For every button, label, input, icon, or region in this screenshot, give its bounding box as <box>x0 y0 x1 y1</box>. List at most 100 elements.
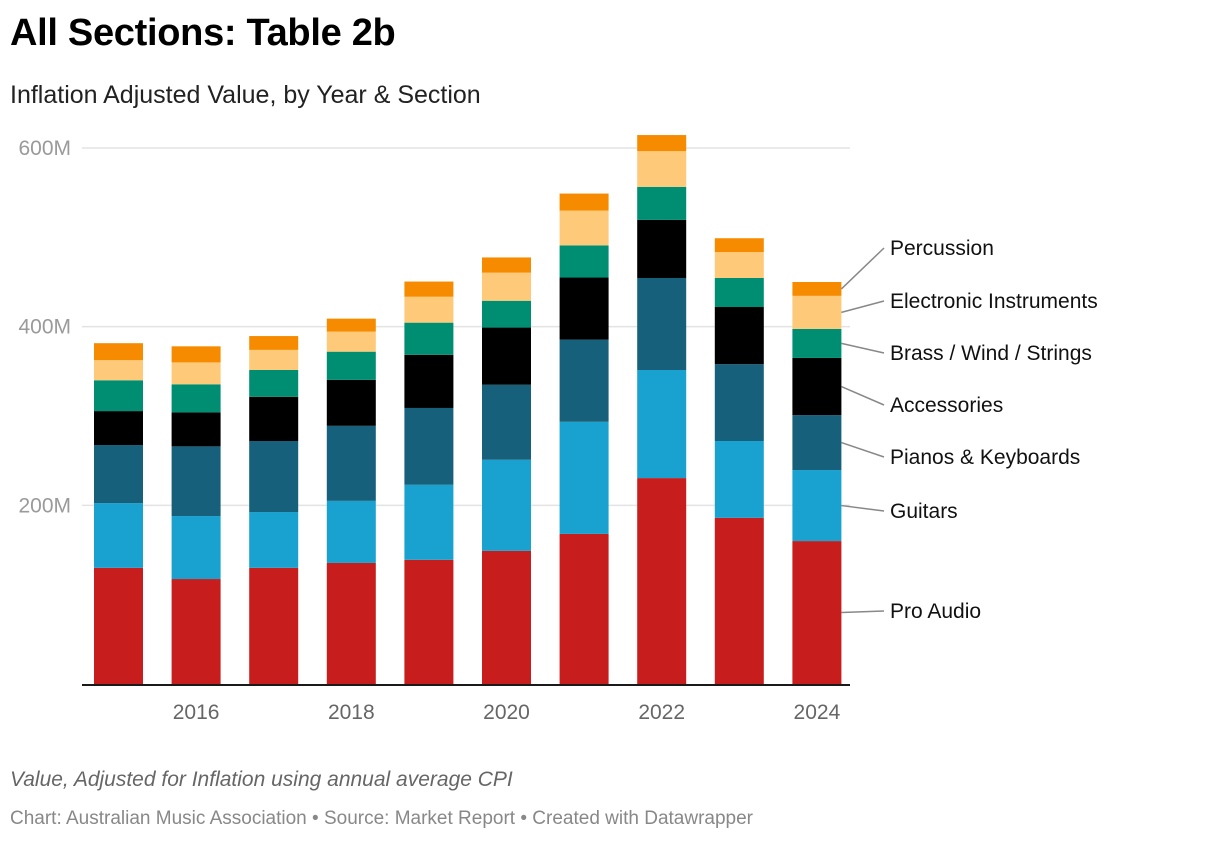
chart-title: All Sections: Table 2b <box>10 12 396 54</box>
leader-line <box>841 385 885 406</box>
leader-line <box>841 342 885 354</box>
chart-subtitle: Inflation Adjusted Value, by Year & Sect… <box>10 81 481 109</box>
bar-segment-brass-wind-strings <box>714 277 764 308</box>
bar-segment-percussion <box>326 318 376 332</box>
bar-segment-percussion <box>404 281 454 297</box>
bar-segment-brass-wind-strings <box>404 322 454 355</box>
bar-segment-pro-audio <box>404 559 454 684</box>
bar-segment-accessories <box>714 307 764 365</box>
bar-segment-pro-audio <box>792 541 842 684</box>
bar-segment-pianos-keyboards <box>326 425 376 501</box>
bar-stack-2020 <box>482 257 531 684</box>
bar-segment-brass-wind-strings <box>249 369 299 397</box>
chart-notes: Value, Adjusted for Inflation using annu… <box>10 768 513 791</box>
series-label-percussion: Percussion <box>890 237 994 260</box>
x-tick-label: 2016 <box>173 701 220 724</box>
bar-segment-brass-wind-strings <box>94 380 143 412</box>
bar-segment-pianos-keyboards <box>404 407 454 485</box>
bar-segment-pro-audio <box>326 562 376 684</box>
bar-segment-guitars <box>171 516 221 580</box>
bar-stack-2017 <box>249 336 299 684</box>
bar-segment-accessories <box>249 396 299 442</box>
bar-segment-guitars <box>637 369 687 479</box>
leader-line <box>840 247 885 290</box>
series-label-pro-audio: Pro Audio <box>890 600 981 623</box>
x-tick-label: 2018 <box>328 701 375 724</box>
bar-segment-accessories <box>171 412 221 447</box>
bar-segment-brass-wind-strings <box>559 245 609 278</box>
bar-stack-2024 <box>792 282 842 684</box>
bar-segment-brass-wind-strings <box>637 186 687 220</box>
bar-segment-guitars <box>714 441 764 518</box>
bar-segment-accessories <box>326 379 376 426</box>
bar-segment-electronic-instruments <box>249 349 299 370</box>
bar-stack-2018 <box>326 318 376 684</box>
bar-segment-percussion <box>559 193 609 211</box>
bar-segment-electronic-instruments <box>404 296 454 323</box>
x-axis-ticks: 2016 2018 2020 2022 2024 <box>173 701 841 724</box>
bar-segment-pianos-keyboards <box>792 415 842 471</box>
bar-segment-pro-audio <box>249 567 299 684</box>
bar-segment-pianos-keyboards <box>482 384 531 460</box>
bar-segment-pianos-keyboards <box>171 446 221 517</box>
bar-segment-percussion <box>94 343 143 361</box>
bar-segment-percussion <box>171 346 221 363</box>
bar-segment-electronic-instruments <box>792 295 842 329</box>
bar-stack-2023 <box>714 238 764 684</box>
bar-segment-electronic-instruments <box>637 151 687 187</box>
bar-segment-pianos-keyboards <box>714 364 764 442</box>
x-tick-label: 2022 <box>638 701 685 724</box>
bar-segment-guitars <box>559 421 609 534</box>
bar-segment-pianos-keyboards <box>94 445 143 504</box>
bar-segment-pro-audio <box>559 533 609 684</box>
bar-segment-accessories <box>792 357 842 416</box>
bars <box>94 135 842 684</box>
bar-segment-electronic-instruments <box>559 210 609 246</box>
bar-segment-electronic-instruments <box>94 360 143 381</box>
bar-segment-electronic-instruments <box>326 331 376 352</box>
bar-segment-pro-audio <box>482 550 531 684</box>
bar-segment-accessories <box>94 411 143 446</box>
x-tick-label: 2020 <box>483 701 530 724</box>
bar-segment-pianos-keyboards <box>637 277 687 370</box>
bar-segment-percussion <box>792 282 842 296</box>
bar-segment-guitars <box>404 484 454 560</box>
y-tick-label: 600M <box>18 137 71 160</box>
leader-line <box>841 441 885 458</box>
bar-segment-accessories <box>559 277 609 340</box>
bar-stack-2021 <box>559 193 609 684</box>
series-labels: Pro Audio Guitars Pianos & Keyboards Access… <box>840 237 1098 623</box>
bar-stack-2015 <box>94 343 143 684</box>
bar-segment-brass-wind-strings <box>326 351 376 380</box>
bar-segment-pianos-keyboards <box>249 441 299 513</box>
bar-segment-brass-wind-strings <box>792 328 842 358</box>
leader-line <box>841 300 885 314</box>
bar-segment-electronic-instruments <box>482 272 531 301</box>
series-label-brass-wind-strings: Brass / Wind / Strings <box>890 342 1092 365</box>
bar-segment-guitars <box>249 512 299 568</box>
chart-byline: Chart: Australian Music Association • So… <box>10 808 754 829</box>
bar-stack-2022 <box>637 135 687 684</box>
bar-segment-pro-audio <box>637 478 687 684</box>
bar-segment-accessories <box>482 327 531 385</box>
series-label-electronic-instruments: Electronic Instruments <box>890 290 1098 313</box>
bar-segment-pianos-keyboards <box>559 339 609 422</box>
bar-segment-guitars <box>326 500 376 563</box>
bar-segment-percussion <box>637 135 687 152</box>
bar-segment-percussion <box>482 257 531 273</box>
bar-segment-pro-audio <box>714 517 764 684</box>
bar-segment-brass-wind-strings <box>171 384 221 413</box>
series-label-guitars: Guitars <box>890 500 958 523</box>
bar-segment-percussion <box>714 238 764 253</box>
bar-segment-brass-wind-strings <box>482 300 531 328</box>
bar-segment-pro-audio <box>94 567 143 684</box>
series-label-pianos-keyboards: Pianos & Keyboards <box>890 446 1080 469</box>
bar-segment-electronic-instruments <box>714 252 764 278</box>
bar-segment-accessories <box>404 354 454 408</box>
bar-stack-2019 <box>404 281 454 684</box>
bar-segment-guitars <box>94 503 143 568</box>
bar-stack-2016 <box>171 346 221 684</box>
bar-segment-percussion <box>249 336 299 350</box>
series-label-accessories: Accessories <box>890 394 1003 417</box>
